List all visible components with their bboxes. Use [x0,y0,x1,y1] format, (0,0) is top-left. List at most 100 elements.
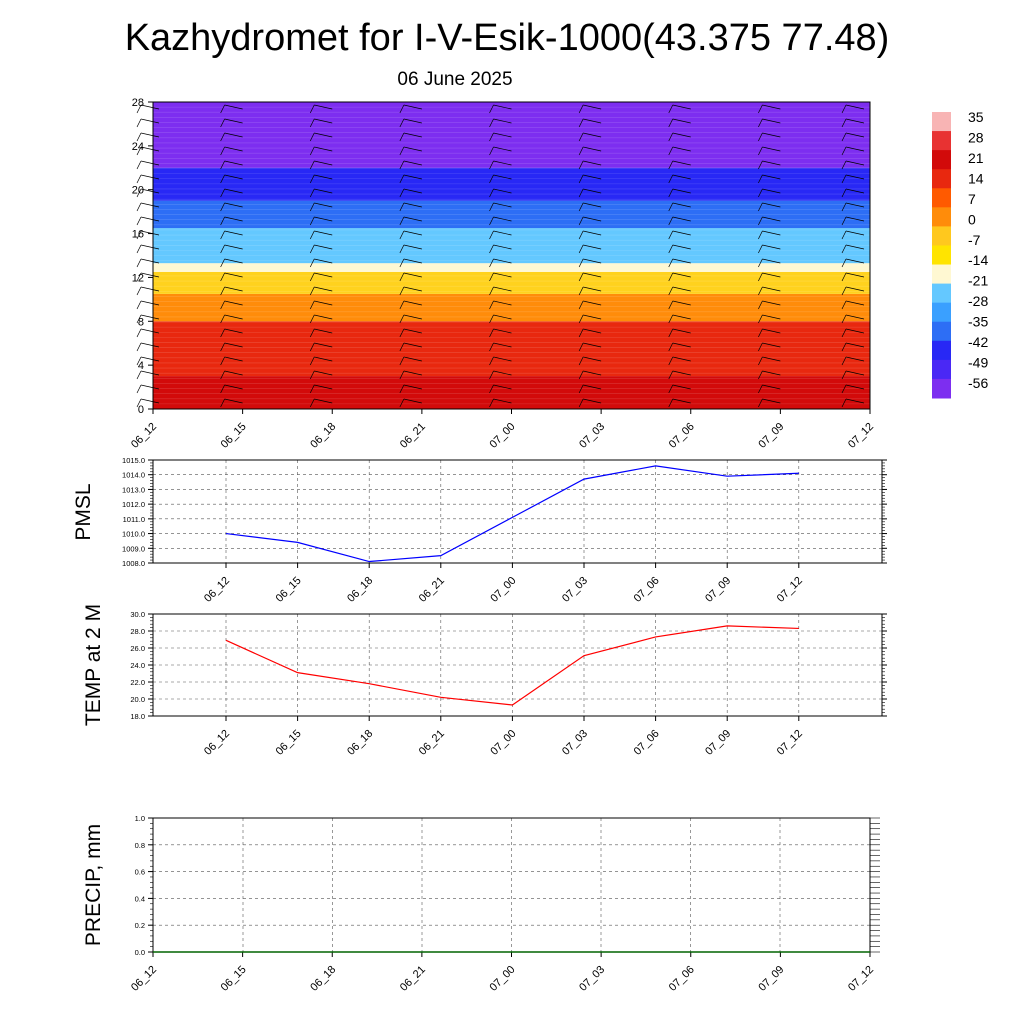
wind-barb [489,244,512,254]
wind-barb-flag [758,188,763,198]
wind-barb-flag [578,272,584,282]
wind-barb [841,118,865,128]
wind-barb-shaft [672,202,691,208]
wind-barb-flag [136,118,142,128]
wind-barb-shaft [762,356,781,362]
wind-barb-shaft [224,300,243,306]
wind-barb-shaft [845,258,865,264]
wind-barb-flag [399,370,405,380]
wind-barb [136,342,160,352]
y-tick-label: 26.0 [130,644,145,653]
wind-barb-shaft [403,216,422,222]
wind-barb-shaft [493,146,512,152]
profile-y-tick-label: 24 [132,141,144,153]
wind-barb-shaft [583,244,602,250]
wind-barb [399,258,422,268]
colorbar-segment [932,245,951,266]
wind-barb-flag [489,230,494,240]
wind-barb-flag [399,342,405,352]
colorbar-segment [932,226,951,246]
wind-barb-flag [841,132,847,142]
wind-barb-flag [399,328,405,338]
wind-barb-shaft [583,230,602,236]
wind-barb-shaft [672,132,691,138]
wind-barb-flag [758,244,763,254]
wind-barb [136,146,160,156]
wind-barb-shaft [845,104,865,110]
wind-barb-flag [399,132,405,142]
wind-barb-shaft [762,230,781,236]
wind-barb-flag [399,300,405,310]
wind-barb-shaft [583,398,602,404]
wind-barb-shaft [583,202,602,208]
wind-barb-shaft [583,342,602,348]
wind-barb-flag [489,104,494,114]
wind-barb [758,230,781,240]
wind-barb-shaft [314,258,333,264]
wind-barb [758,174,781,184]
wind-barb-flag [578,370,584,380]
wind-barb-flag [309,342,315,352]
wind-barb [309,230,333,240]
colorbar-segment [932,340,951,361]
wind-barb-shaft [493,174,512,180]
wind-barb [136,104,160,114]
wind-barb-flag [489,370,494,380]
wind-barb [489,258,512,268]
wind-barb [578,132,602,142]
wind-barb [578,384,602,394]
colorbar-label: 35 [968,109,984,125]
wind-barb [309,118,333,128]
profile-y-tick-label: 4 [138,360,144,372]
wind-barb-flag [668,286,674,296]
y-tick-label: 18.0 [130,712,145,721]
wind-barb-flag [578,258,584,268]
wind-barb-shaft [672,286,691,292]
wind-barb [489,132,512,142]
wind-barb-flag [220,160,225,170]
wind-barb-flag [668,160,674,170]
wind-barb-shaft [224,244,243,250]
wind-barb [220,244,243,254]
profile-y-tick-label: 16 [132,229,144,241]
wind-barb [136,174,160,184]
wind-barb-flag [841,188,847,198]
wind-barb-flag [489,314,494,324]
y-tick-label: 20.0 [130,695,145,704]
wind-barb-flag [309,272,315,282]
wind-barb [758,384,781,394]
wind-barb-flag [489,272,494,282]
wind-barb [668,202,691,212]
wind-barb-flag [309,188,315,198]
colorbar-label: -49 [968,355,988,371]
y-tick-label: 1.0 [135,814,145,823]
wind-barb-shaft [403,342,422,348]
wind-barb-flag [489,216,494,226]
wind-barb-flag [220,398,225,408]
wind-barb-shaft [140,132,160,138]
wind-barb-shaft [314,146,333,152]
wind-barb-flag [136,202,142,212]
wind-barb [578,286,602,296]
wind-barb-shaft [845,132,865,138]
wind-barb-shaft [314,174,333,180]
wind-barb-shaft [403,258,422,264]
wind-barb-shaft [224,370,243,376]
x-tick-label: 07_06 [632,728,662,758]
wind-barb-shaft [762,398,781,404]
wind-barb [668,384,691,394]
profile-band [153,293,870,322]
wind-barb-flag [309,132,315,142]
wind-barb-flag [841,314,847,324]
wind-barb [841,398,865,408]
wind-barb-shaft [845,202,865,208]
wind-barb [758,216,781,226]
wind-barb-flag [220,216,225,226]
wind-barb-flag [668,356,674,366]
wind-barb [220,328,243,338]
wind-barb-shaft [403,356,422,362]
wind-barb-shaft [762,174,781,180]
wind-barb [220,384,243,394]
x-tick-label: 06_15 [274,575,304,605]
wind-barb-flag [841,300,847,310]
